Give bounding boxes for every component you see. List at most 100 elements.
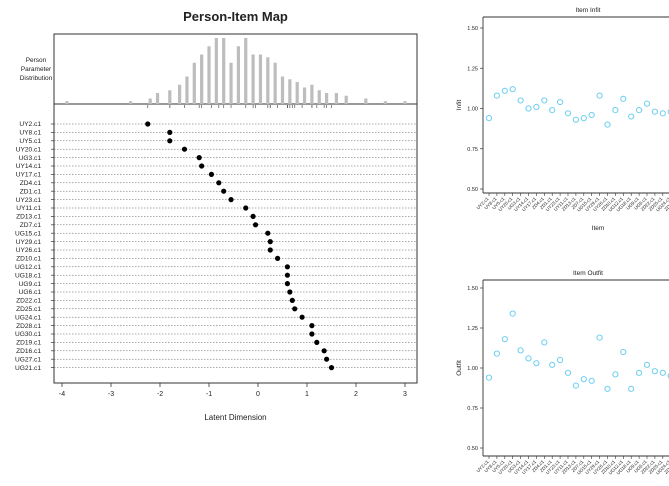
pim-person-bar xyxy=(65,101,69,104)
infit-point xyxy=(588,111,595,119)
pim-item-label: ZD7.c1 xyxy=(20,222,42,229)
outfit-point xyxy=(604,385,611,392)
pim-item-label: UY20.c1 xyxy=(16,146,42,153)
pim-person-bar xyxy=(236,46,240,104)
infit-point xyxy=(493,92,500,99)
pim-item-label: UY8.c1 xyxy=(19,130,41,137)
pim-item-point xyxy=(328,365,335,371)
pim-item-point xyxy=(299,314,305,320)
pim-item-point xyxy=(292,306,298,312)
pim-person-bar xyxy=(266,57,270,104)
pim-item-point xyxy=(181,146,188,152)
pim-frame xyxy=(53,33,418,384)
pim-item-point xyxy=(145,121,151,127)
pim-x-tick-label: -3 xyxy=(108,391,114,398)
infit-point xyxy=(509,86,516,93)
pim-person-bar xyxy=(207,46,211,104)
infit-point xyxy=(533,103,540,110)
infit-point xyxy=(667,109,669,115)
pim-person-bar xyxy=(288,79,292,104)
pim-person-bar xyxy=(251,54,255,104)
pim-item-label: UG30.c1 xyxy=(15,331,41,338)
pim-item-point xyxy=(199,163,205,169)
infit-y-tick-label: 0.75 xyxy=(467,147,478,153)
infit-point xyxy=(636,107,643,114)
pim-x-tick-label: -1 xyxy=(206,391,212,398)
infit-point xyxy=(651,108,659,115)
pim-person-bar xyxy=(244,38,248,104)
outfit-point xyxy=(493,350,500,357)
infit-y-tick-label: 1.00 xyxy=(467,107,478,113)
infit-y-tick-label: 1.25 xyxy=(467,66,478,72)
infit-x-label: Item xyxy=(592,225,605,232)
pim-person-bar xyxy=(280,76,285,104)
infit-point xyxy=(620,95,627,102)
outfit-point xyxy=(580,376,587,383)
pim-item-label: UG3.c1 xyxy=(19,155,42,162)
infit-y-label: Infit xyxy=(456,100,463,111)
outfit-point xyxy=(564,369,572,376)
outfit-y-label: Outfit xyxy=(456,360,463,376)
pim-item-point xyxy=(167,138,173,144)
pim-item-label: UG27.c1 xyxy=(15,356,41,363)
outfit-point xyxy=(659,369,666,376)
pim-person-bar xyxy=(325,93,329,104)
pim-item-label: UG9.c1 xyxy=(19,281,42,288)
pim-person-bar xyxy=(148,98,152,104)
pim-item-label: UY2.c1 xyxy=(19,121,41,128)
pim-item-point xyxy=(243,205,249,211)
outfit-point xyxy=(549,361,556,368)
pim-item-point xyxy=(228,197,234,203)
pim-item-point xyxy=(287,289,293,295)
outfit-point xyxy=(525,355,532,362)
outfit-y-tick-label: 1.50 xyxy=(467,286,478,292)
pim-x-tick-label: -2 xyxy=(157,391,163,398)
infit-point xyxy=(628,113,635,120)
infit-point xyxy=(596,92,603,99)
pim-person-bar xyxy=(334,93,338,104)
infit-point xyxy=(580,115,587,122)
pim-item-label: ZD10.c1 xyxy=(16,256,41,263)
pim-person-bar xyxy=(310,84,314,104)
infit-point xyxy=(659,110,666,117)
infit-point xyxy=(572,116,580,123)
infit-point xyxy=(612,107,619,114)
outfit-point xyxy=(596,334,603,341)
infit-point xyxy=(525,105,532,112)
outfit-point xyxy=(628,385,635,392)
pim-distribution-label: Person xyxy=(26,57,47,64)
pim-item-point xyxy=(284,272,290,278)
pim-person-bar xyxy=(229,62,233,104)
infit-point xyxy=(557,98,564,106)
pim-person-bar xyxy=(192,62,196,104)
pim-item-point xyxy=(267,247,273,253)
infit-point xyxy=(501,87,508,94)
pim-item-label: ZD19.c1 xyxy=(16,340,41,347)
pim-item-label: ZD4.c1 xyxy=(20,180,42,187)
pim-person-bar xyxy=(129,101,133,104)
pim-item-label: UG24.c1 xyxy=(15,314,41,321)
outfit-point xyxy=(517,347,524,354)
pim-person-bar xyxy=(273,62,277,104)
pim-item-point xyxy=(309,323,315,329)
pim-distribution-label: Parameter xyxy=(21,66,52,73)
infit-point xyxy=(643,100,651,107)
infit-y-tick-label: 0.50 xyxy=(467,187,478,193)
pim-x-tick-label: 3 xyxy=(403,391,407,398)
pim-person-bar xyxy=(185,76,189,104)
pim-item-label: ZD22.c1 xyxy=(16,298,41,305)
outfit-y-tick-label: 0.75 xyxy=(467,406,478,412)
pim-person-bar xyxy=(317,90,321,104)
outfit-point xyxy=(541,339,548,346)
pim-item-label: UY26.c1 xyxy=(16,247,42,254)
pim-item-label: ZD13.c1 xyxy=(16,214,41,221)
outfit-point xyxy=(643,361,651,368)
pim-item-point xyxy=(289,297,295,303)
pim-item-point xyxy=(221,188,227,194)
pim-x-label: Latent Dimension xyxy=(204,413,266,422)
pim-item-label: UY23.c1 xyxy=(16,197,42,204)
pim-item-label: UG12.c1 xyxy=(15,264,41,271)
pim-x-tick-label: 0 xyxy=(256,391,260,398)
infit-y-tick-label: 1.50 xyxy=(467,26,478,32)
pim-item-point xyxy=(284,281,290,287)
